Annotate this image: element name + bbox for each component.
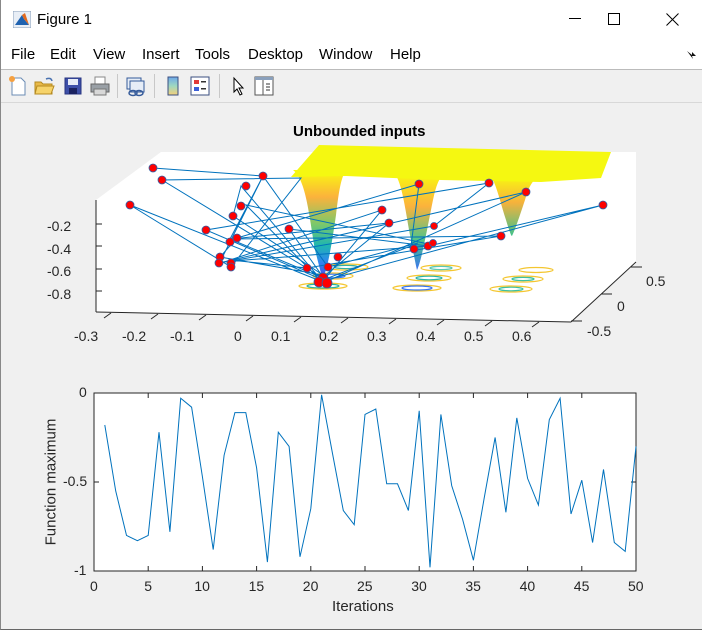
x-tick-label: 0.6	[512, 328, 532, 344]
axes-box	[93, 392, 637, 572]
y-tick-label: 0	[617, 298, 625, 314]
x-axis	[95, 311, 572, 328]
property-inspector-icon[interactable]	[253, 75, 275, 97]
x-tick-labels: -0.3 -0.2 -0.1 0 0.1 0.2 0.3 0.4 0.5 0.6	[1, 328, 702, 350]
minimize-button[interactable]	[552, 0, 598, 38]
menu-insert[interactable]: Insert	[142, 46, 180, 63]
function-maximum-series	[104, 394, 637, 568]
x-tick-label: 0.1	[271, 328, 291, 344]
insert-legend-icon[interactable]	[189, 75, 211, 97]
menu-window[interactable]: Window	[319, 46, 373, 63]
y-tick-label: -0.5	[63, 473, 88, 489]
x-tick-label: 40	[519, 578, 536, 594]
x-tick-label: 0	[234, 328, 242, 344]
matlab-logo-icon	[13, 11, 31, 28]
x-tick-label: 0.2	[319, 328, 339, 344]
z-tick-label: -0.2	[47, 218, 72, 234]
menu-bar: File Edit View Insert Tools Desktop Wind…	[1, 38, 702, 70]
close-icon	[665, 12, 679, 26]
sample-path-lines	[129, 167, 604, 284]
x-tick-label: -0.3	[74, 328, 99, 344]
dock-arrow-icon[interactable]	[687, 51, 697, 59]
insert-colorbar-icon[interactable]	[162, 75, 184, 97]
surface-funnel-1	[293, 170, 346, 278]
x-tick-label: -0.1	[170, 328, 195, 344]
x-tick-label: 0.5	[464, 328, 484, 344]
sample-points	[125, 163, 608, 289]
y-tick-label: -1	[74, 562, 87, 578]
x-tick-label: 0	[90, 578, 98, 594]
function-maximum-line-chart[interactable]	[1, 380, 702, 630]
toolbar-separator	[154, 74, 155, 98]
z-tick-label: -0.8	[47, 285, 72, 302]
maximize-icon	[608, 13, 620, 25]
save-icon[interactable]	[62, 75, 84, 97]
surface-plateau	[291, 145, 611, 182]
title-bar: Figure 1	[1, 0, 702, 38]
minimize-icon	[569, 18, 581, 19]
open-file-icon[interactable]	[33, 75, 55, 97]
toolbar-separator	[219, 74, 220, 98]
x-tick-labels-2d: 0 5 10 15 20 25 30 35 40 45 50	[1, 578, 702, 598]
edit-plot-pointer-icon[interactable]	[228, 75, 250, 97]
menu-view[interactable]: View	[93, 46, 126, 63]
y-axis-ticks	[94, 392, 636, 572]
menu-desktop[interactable]: Desktop	[248, 46, 304, 63]
z-tick-labels: -0.2 -0.4 -0.6 -0.8	[47, 215, 71, 305]
window-title: Figure 1	[37, 11, 93, 28]
new-figure-icon[interactable]	[7, 75, 29, 97]
toolbar-separator	[117, 74, 118, 98]
z-axis	[95, 200, 102, 312]
z-tick-label: -0.4	[47, 240, 72, 257]
y-tick-label: 0	[79, 384, 87, 400]
close-button[interactable]	[649, 0, 695, 38]
x-axis-label: Iterations	[332, 598, 394, 615]
surface-funnel-3	[491, 175, 541, 236]
x-tick-label: 15	[248, 578, 265, 594]
x-tick-label: 50	[628, 578, 644, 594]
x-tick-label: 10	[194, 578, 210, 594]
z-tick-label: -0.6	[47, 263, 72, 279]
figure-toolbar	[1, 70, 702, 103]
menu-file[interactable]: File	[11, 46, 36, 63]
x-tick-label: 25	[357, 578, 373, 594]
x-tick-label: 0.4	[416, 328, 436, 344]
x-tick-label: 35	[465, 578, 481, 594]
menu-tools[interactable]: Tools	[195, 46, 231, 63]
maximize-button[interactable]	[591, 0, 637, 38]
print-icon[interactable]	[89, 75, 111, 97]
x-tick-label: 30	[411, 578, 427, 594]
y-tick-label: 0.5	[646, 273, 666, 289]
menu-edit[interactable]: Edit	[50, 46, 76, 63]
x-tick-label: 0.3	[367, 328, 387, 344]
menu-help[interactable]: Help	[390, 46, 421, 63]
x-tick-label: 20	[302, 578, 319, 594]
link-plot-icon[interactable]	[124, 75, 146, 97]
x-tick-label: 45	[573, 578, 590, 594]
surface-plot-3d[interactable]	[1, 104, 702, 354]
y-axis-label: Function maximum	[42, 418, 60, 546]
axes-title: Unbounded inputs	[293, 123, 426, 140]
x-tick-label: -0.2	[122, 328, 147, 344]
y-tick-label: -0.5	[587, 323, 612, 339]
x-axis-ticks	[93, 393, 637, 571]
x-tick-label: 5	[144, 578, 152, 594]
y-axis	[570, 261, 642, 323]
